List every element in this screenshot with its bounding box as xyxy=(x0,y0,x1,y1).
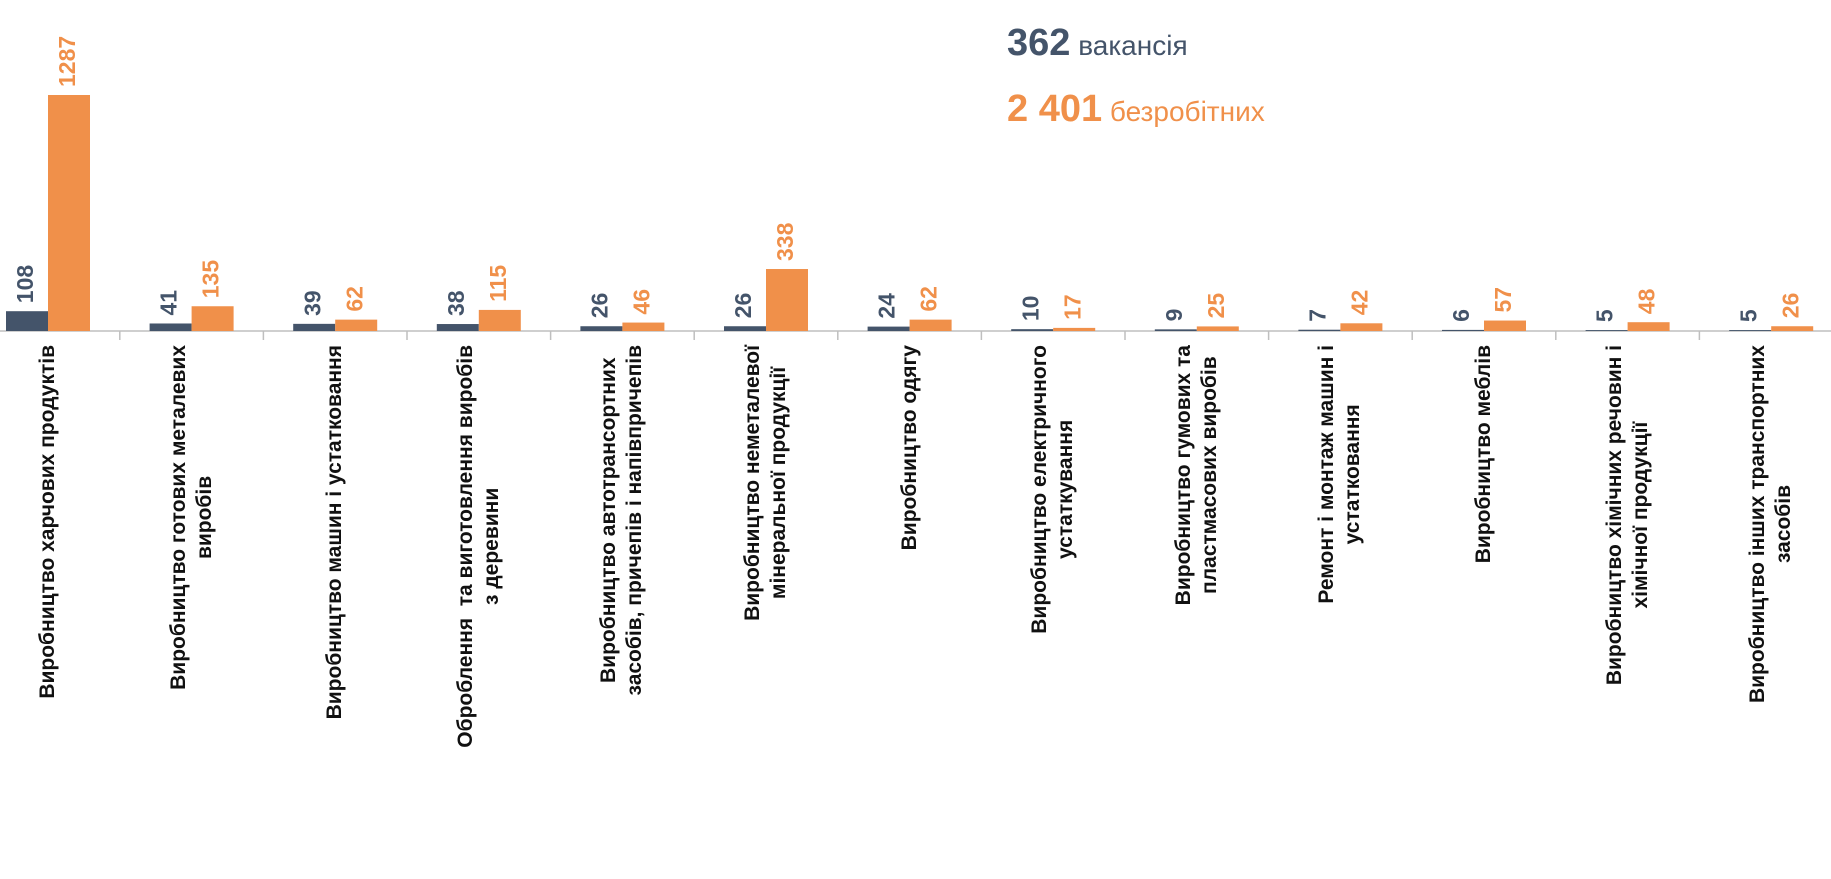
category-label: Виробництво готових металевих виробів xyxy=(166,345,216,690)
bar xyxy=(436,324,479,331)
bar xyxy=(1585,330,1628,331)
category-label: Ремонт і монтаж машин і устатковання xyxy=(1315,345,1365,604)
bar xyxy=(6,311,48,331)
value-label: 7 xyxy=(1304,309,1330,322)
value-label: 108 xyxy=(12,265,38,304)
bar xyxy=(1154,329,1197,331)
value-label: 24 xyxy=(874,293,900,319)
bar xyxy=(149,323,192,331)
value-label: 62 xyxy=(341,286,367,312)
value-label: 1287 xyxy=(54,36,80,87)
annotation-text: безробітних xyxy=(1109,96,1265,127)
bar xyxy=(766,269,808,331)
bar xyxy=(1442,329,1484,331)
category-label: Виробництво меблів xyxy=(1471,345,1495,564)
value-label: 42 xyxy=(1346,290,1372,316)
annotation: 2 401 безробітних xyxy=(1007,88,1265,131)
category-label: Виробництво електричного устаткування xyxy=(1027,345,1078,634)
annotation-number: 362 xyxy=(1007,22,1071,64)
category-label: Виробництво харчових продуктів xyxy=(35,345,59,699)
value-label: 57 xyxy=(1490,287,1516,313)
bar xyxy=(48,95,90,331)
value-label: 26 xyxy=(586,293,612,319)
value-label: 26 xyxy=(1777,293,1803,319)
value-label: 338 xyxy=(772,222,798,261)
annotation-text: вакансія xyxy=(1078,30,1188,61)
bar xyxy=(1729,330,1772,331)
bar xyxy=(1484,320,1526,331)
bar xyxy=(1627,322,1670,331)
category-label: Оброблення та виготовлення виробів з дер… xyxy=(453,345,503,748)
category-label: Виробництво інших транспортних засобів xyxy=(1745,345,1796,704)
value-label: 10 xyxy=(1017,296,1043,322)
bar xyxy=(293,323,336,331)
value-label: 46 xyxy=(628,289,654,315)
category-label: Виробництво одягу xyxy=(897,345,921,551)
annotation: 362 вакансія xyxy=(1007,22,1188,65)
bar xyxy=(1340,323,1383,331)
value-label: 39 xyxy=(299,290,325,316)
bar xyxy=(1196,326,1239,331)
value-label: 17 xyxy=(1059,294,1085,320)
category-label: Виробництво машин і устатковання xyxy=(323,345,347,720)
value-label: 41 xyxy=(156,290,182,316)
value-label: 5 xyxy=(1592,309,1618,322)
bar xyxy=(724,326,766,331)
annotation-number: 2 401 xyxy=(1007,88,1103,130)
value-label: 25 xyxy=(1203,293,1229,319)
bar xyxy=(1011,329,1054,331)
bar xyxy=(867,326,910,331)
value-label: 26 xyxy=(730,293,756,319)
bar xyxy=(478,309,521,331)
bar xyxy=(1053,327,1096,331)
bar xyxy=(335,319,378,331)
category-label: Виробництво гумових та пластмасових виро… xyxy=(1171,345,1221,606)
bar xyxy=(191,306,234,331)
bar xyxy=(1298,329,1341,331)
category-label: Виробництво хімічних речовин і хімічної … xyxy=(1602,345,1652,686)
category-label: Виробництво автотрансортних засобів, при… xyxy=(597,345,647,696)
bar xyxy=(909,319,952,331)
value-label: 48 xyxy=(1634,288,1660,314)
value-label: 62 xyxy=(916,286,942,312)
value-label: 9 xyxy=(1161,309,1187,322)
value-label: 5 xyxy=(1735,309,1761,322)
value-label: 115 xyxy=(485,265,511,302)
category-label: Виробництво неметалевої мінеральної прод… xyxy=(740,345,790,621)
value-label: 6 xyxy=(1448,309,1474,322)
bar xyxy=(1771,326,1814,331)
value-label: 135 xyxy=(198,260,224,299)
bar xyxy=(622,322,665,331)
bar xyxy=(580,326,623,331)
value-label: 38 xyxy=(443,290,469,316)
